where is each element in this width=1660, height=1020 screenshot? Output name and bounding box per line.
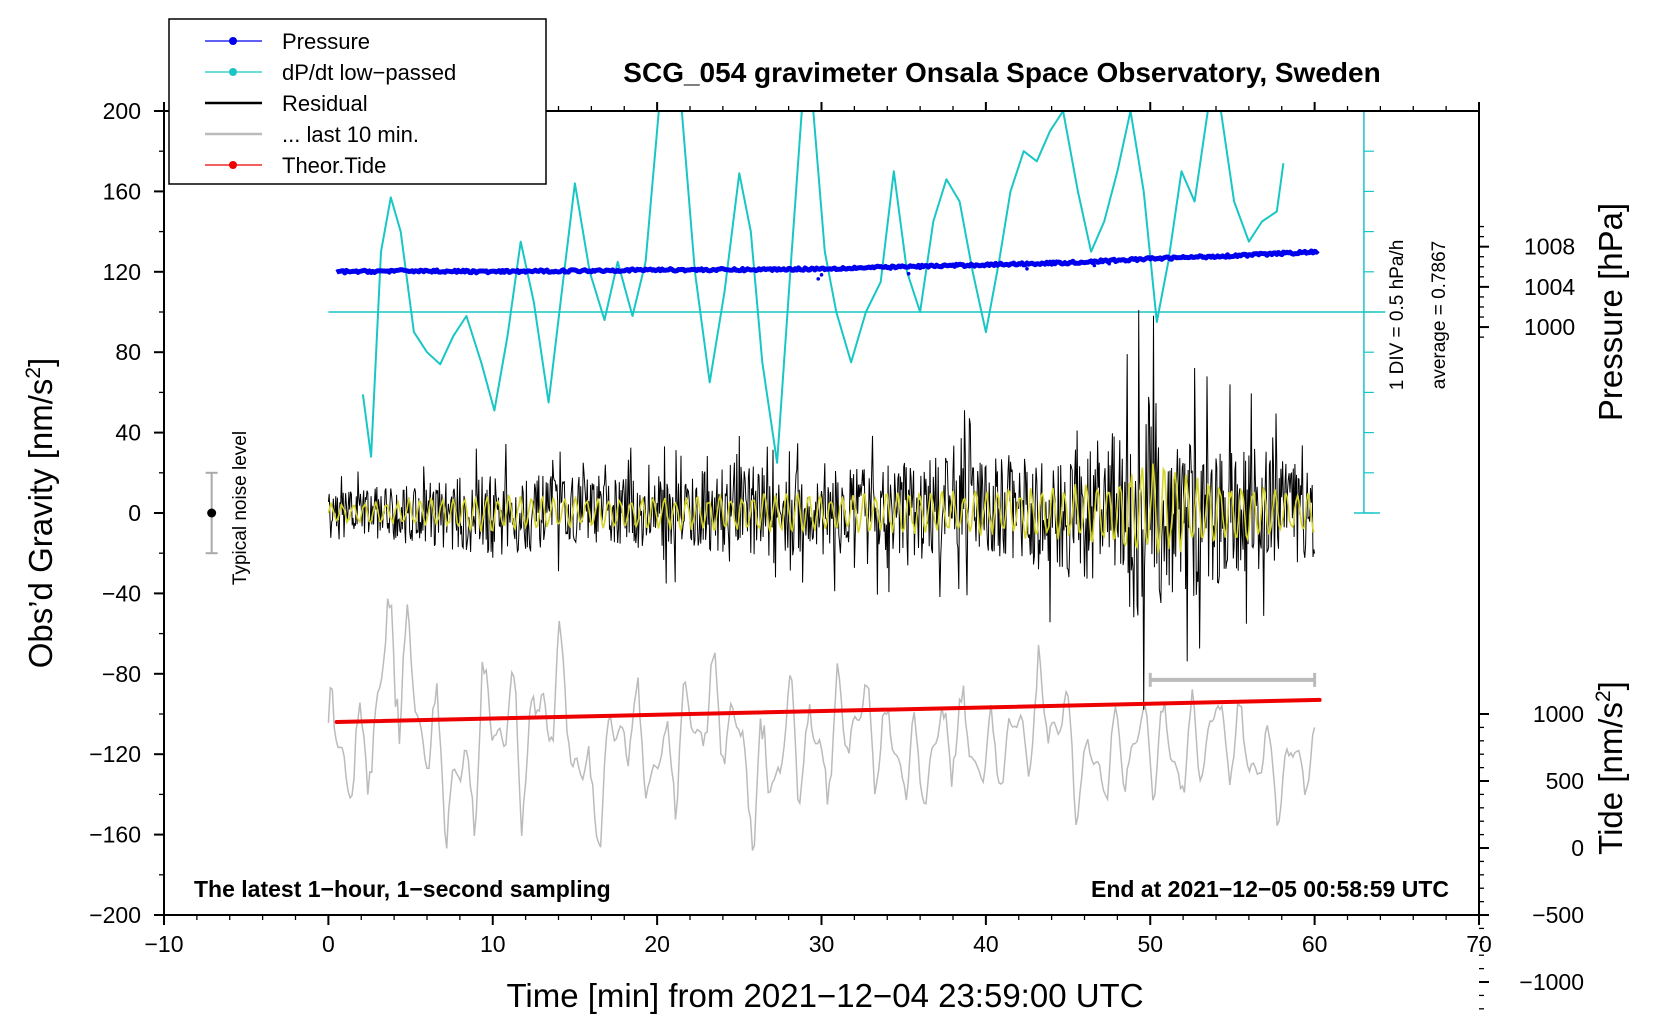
sampling-note: The latest 1−hour, 1−second sampling	[194, 876, 611, 902]
legend-label: Residual	[282, 91, 368, 116]
pressure-outlier-point	[1107, 261, 1111, 266]
pressure-line	[335, 248, 1320, 276]
tide-tick-label: 1000	[1533, 701, 1584, 727]
dpdt-line	[361, 110, 1285, 464]
y-tick-label: 200	[103, 98, 141, 124]
x-tick-label: 20	[644, 931, 670, 957]
legend-label: Theor.Tide	[282, 153, 386, 178]
y-tick-label: −80	[102, 661, 141, 687]
x-tick-label: 10	[480, 931, 506, 957]
legend-label: dP/dt low−passed	[282, 60, 456, 85]
y-tick-label: 160	[103, 178, 141, 204]
y-tick-label: 0	[128, 500, 141, 526]
tide-axis-title: Tide [nm/s2]	[1592, 681, 1629, 855]
residual-line	[327, 310, 1316, 710]
pressure-tick-label: 1008	[1524, 234, 1575, 260]
legend-box	[168, 18, 547, 185]
tide-tick-label: −500	[1532, 902, 1584, 928]
pressure-outlier-point	[816, 277, 821, 281]
end-time-note: End at 2021−12−05 00:58:59 UTC	[1091, 876, 1449, 902]
noise-level-label: Typical noise level	[230, 431, 251, 585]
legend-item: Pressure	[205, 29, 370, 54]
legend-label: ... last 10 min.	[282, 122, 419, 147]
y-tick-label: 80	[115, 339, 141, 365]
legend-item: ... last 10 min.	[205, 122, 419, 147]
x-tick-label: 40	[973, 931, 999, 957]
y-tick-label: −160	[89, 822, 141, 848]
x-tick-label: 70	[1466, 931, 1492, 957]
tide-tick-label: 0	[1571, 835, 1584, 861]
pressure-outlier-point	[906, 271, 911, 276]
legend-swatch-marker	[229, 68, 237, 76]
dpdt-div-label: 1 DIV = 0.5 hPa/h	[1387, 240, 1408, 391]
tide-line	[334, 697, 1322, 724]
legend-swatch-marker	[229, 37, 237, 45]
x-tick-label: 50	[1137, 931, 1163, 957]
pressure-axis-title: Pressure [hPa]	[1592, 203, 1629, 421]
pressure-outlier-point	[1025, 266, 1029, 271]
y-tick-label: −120	[89, 741, 141, 767]
x-tick-label: 0	[322, 931, 335, 957]
legend-item: dP/dt low−passed	[205, 60, 456, 85]
x-tick-label: 60	[1302, 931, 1328, 957]
dpdt-average-label: average = 0.7867	[1429, 241, 1450, 389]
pressure-outlier-point	[1092, 263, 1097, 268]
pressure-tick-label: 1000	[1524, 314, 1575, 340]
y-tick-label: −40	[102, 580, 141, 606]
legend-swatch-marker	[229, 161, 237, 169]
y-axis-title: Obs’d Gravity [nm/s2]	[22, 358, 59, 669]
legend-label: Pressure	[282, 29, 370, 54]
last-10-min-line	[327, 598, 1316, 851]
y-tick-label: −200	[89, 902, 141, 928]
y-tick-label: 40	[115, 420, 141, 446]
pressure-outlier-point	[819, 273, 824, 277]
x-tick-label: −10	[144, 931, 183, 957]
legend-item: Theor.Tide	[205, 153, 386, 178]
y-tick-label: 120	[103, 259, 141, 285]
pressure-tick-label: 1004	[1524, 274, 1575, 300]
tide-tick-label: −1000	[1519, 969, 1584, 995]
x-axis-title: Time [min] from 2021−12−04 23:59:00 UTC	[506, 977, 1143, 1014]
noise-level-dot	[207, 508, 217, 518]
pressure-outliers	[816, 261, 1111, 281]
legend-item: Residual	[205, 91, 368, 116]
residual-lowpass-line	[327, 463, 1315, 554]
tide-tick-label: 500	[1546, 768, 1584, 794]
x-tick-label: 30	[809, 931, 835, 957]
chart-title: SCG_054 gravimeter Onsala Space Observat…	[623, 57, 1380, 88]
